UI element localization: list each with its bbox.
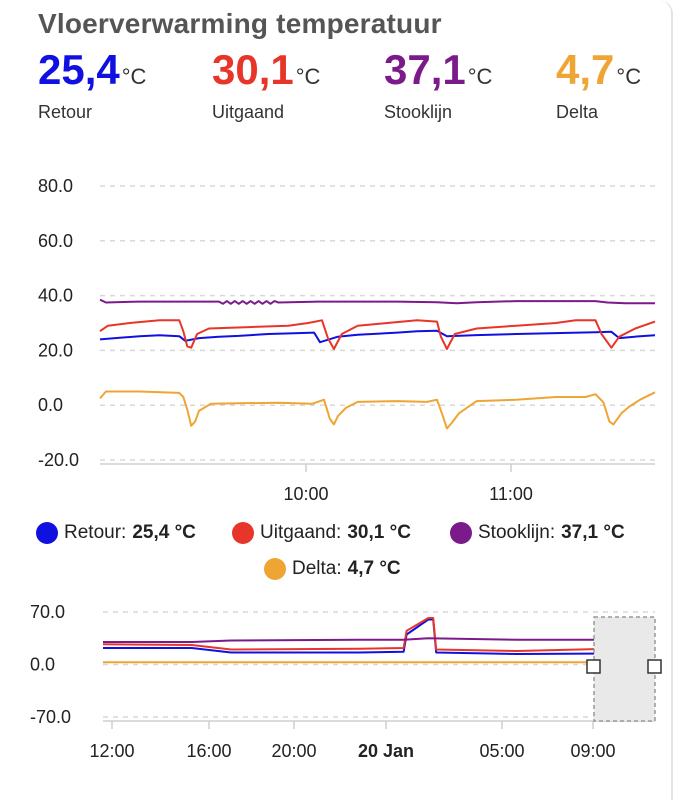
x-tick-label: 09:00: [570, 741, 615, 761]
legend-dot-icon: [232, 522, 254, 544]
legend-item-delta[interactable]: Delta: 4,7 °C: [264, 558, 401, 580]
legend-label: Uitgaand:: [260, 522, 342, 543]
stat-value: 30,1: [212, 46, 294, 93]
stat-unit: °C: [121, 64, 147, 89]
x-tick-label: 10:00: [283, 484, 328, 504]
card-title: Vloerverwarming temperatuur: [38, 8, 442, 39]
y-tick-label: 0.0: [38, 395, 63, 415]
y-tick-label: 20.0: [38, 340, 73, 360]
legend-value: 4,7 °C: [347, 558, 401, 579]
x-tick-label: 12:00: [89, 741, 134, 761]
stat-unit: °C: [467, 64, 493, 89]
stat-label: Retour: [38, 102, 93, 122]
legend-dot-icon: [36, 522, 58, 544]
stat-value: 25,4: [38, 46, 120, 93]
legend-dot-icon: [264, 558, 286, 580]
legend-value: 30,1 °C: [347, 522, 411, 543]
y-tick-label: -70.0: [30, 707, 71, 727]
legend-item-uitgaand[interactable]: Uitgaand: 30,1 °C: [232, 522, 411, 544]
stat-unit: °C: [295, 64, 321, 89]
legend-value: 37,1 °C: [561, 522, 625, 543]
y-tick-label: 40.0: [38, 286, 73, 306]
stat-retour[interactable]: 25,4°C Retour: [38, 48, 146, 123]
x-tick-label: 20:00: [271, 741, 316, 761]
series-line-uitgaand: [99, 319, 656, 350]
overview-chart[interactable]: 70.0 0.0 -70.0 12:00 16:00 20:00 20 Jan 05:00 09…: [0, 590, 683, 800]
stat-uitgaand[interactable]: 30,1°C Uitgaand: [212, 48, 320, 123]
stat-value: 4,7: [556, 46, 615, 93]
selection-brush: [593, 616, 656, 722]
y-tick-label: 80.0: [38, 176, 73, 196]
series-line-stooklijn: [103, 637, 641, 643]
series-line-delta: [99, 390, 656, 430]
x-tick-label: 16:00: [186, 741, 231, 761]
legend-label: Retour:: [64, 522, 127, 543]
stat-delta[interactable]: 4,7°C Delta: [556, 48, 641, 123]
x-tick-label: 05:00: [479, 741, 524, 761]
stat-label: Stooklijn: [384, 102, 453, 122]
series-line-stooklijn: [99, 298, 655, 305]
series-line-uitgaand: [102, 617, 641, 652]
brush-handle-right: [647, 659, 662, 674]
y-tick-label: -20.0: [38, 450, 79, 470]
stat-unit: °C: [616, 64, 642, 89]
stat-stooklijn[interactable]: 37,1°C Stooklijn: [384, 48, 492, 123]
brush-handle-left: [586, 659, 601, 674]
legend-label: Stooklijn:: [478, 522, 556, 543]
x-tick-label: 11:00: [489, 484, 533, 504]
legend-label: Delta:: [292, 558, 342, 579]
series-line-retour: [99, 329, 656, 344]
y-tick-label: 70.0: [30, 602, 65, 622]
y-tick-label: 60.0: [38, 231, 73, 251]
legend-item-stooklijn[interactable]: Stooklijn: 37,1 °C: [450, 522, 625, 544]
legend-dot-icon: [450, 522, 472, 544]
x-tick-label: 20 Jan: [358, 741, 414, 761]
stat-value: 37,1: [384, 46, 466, 93]
legend-item-retour[interactable]: Retour: 25,4 °C: [36, 522, 196, 544]
y-tick-label: 0.0: [30, 655, 55, 675]
stat-label: Uitgaand: [212, 102, 285, 122]
legend-value: 25,4 °C: [132, 522, 196, 543]
stat-label: Delta: [556, 102, 599, 122]
